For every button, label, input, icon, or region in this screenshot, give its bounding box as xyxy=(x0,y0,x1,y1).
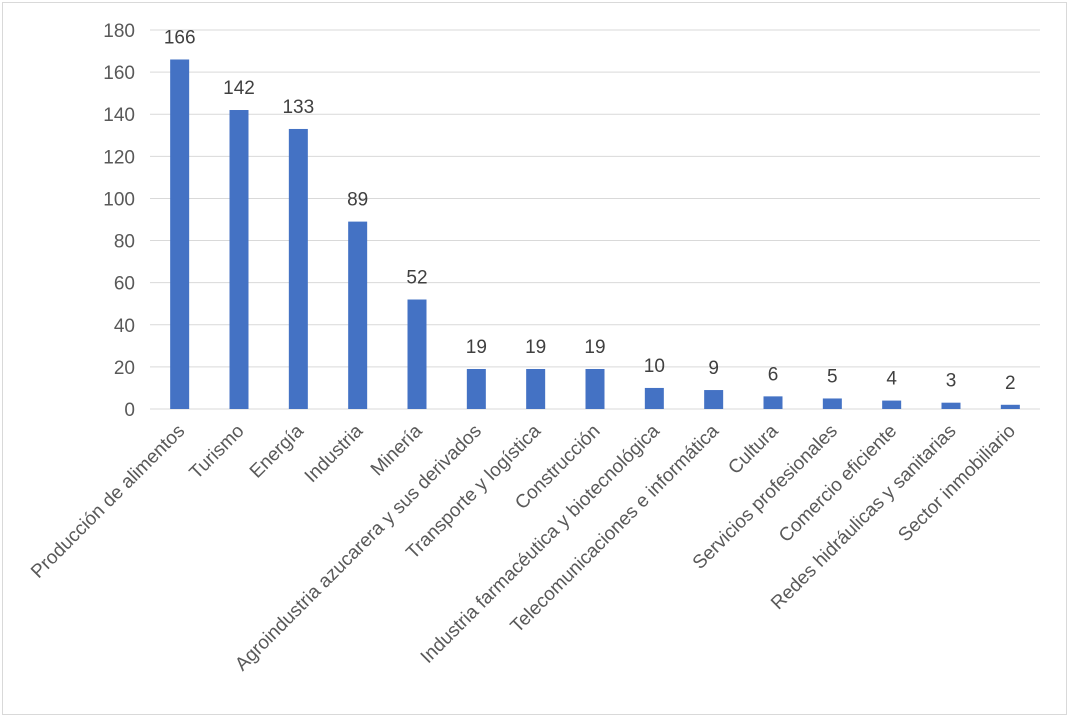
y-tick-label: 80 xyxy=(114,232,135,253)
bar xyxy=(941,402,961,409)
y-tick-label: 100 xyxy=(103,189,135,210)
bar-value-label: 5 xyxy=(827,366,838,387)
y-tick-label: 140 xyxy=(103,105,135,126)
bars xyxy=(170,59,1020,409)
x-category-label: Minería xyxy=(367,420,427,480)
data-labels: 166 142 133 89 52 19 19 19 10 9 6 5 4 3 2 xyxy=(164,27,1016,393)
bar xyxy=(585,368,605,409)
y-tick-label: 0 xyxy=(124,400,135,421)
bar xyxy=(644,387,664,409)
bar xyxy=(288,128,308,409)
y-tick-label: 60 xyxy=(114,274,135,295)
x-category-label: Energía xyxy=(246,420,308,482)
bar xyxy=(407,299,427,409)
x-category-label: Telecomunicaciones e informática xyxy=(507,420,724,637)
bar-value-label: 19 xyxy=(525,337,546,358)
bar-value-label: 2 xyxy=(1005,373,1016,394)
bar xyxy=(229,110,249,409)
y-tick-label: 20 xyxy=(114,358,135,379)
bar-value-label: 133 xyxy=(282,97,314,118)
y-tick-label: 180 xyxy=(103,21,135,42)
x-axis-category-labels: Producción de alimentosTurismoEnergíaInd… xyxy=(27,420,1020,675)
bar xyxy=(763,396,783,409)
x-category-label: Producción de alimentos xyxy=(27,421,189,583)
bar-value-label: 89 xyxy=(347,190,368,211)
bar-value-label: 142 xyxy=(223,78,255,99)
bar-value-label: 19 xyxy=(466,337,487,358)
x-category-label: Industria xyxy=(301,420,368,487)
bar xyxy=(882,400,902,409)
bar-value-label: 52 xyxy=(406,268,427,289)
x-category-label: Turismo xyxy=(186,421,249,484)
bar-value-label: 9 xyxy=(708,358,719,379)
bar xyxy=(526,368,546,409)
bar xyxy=(466,368,486,409)
bar xyxy=(170,59,190,409)
bar xyxy=(704,390,724,409)
y-tick-label: 120 xyxy=(103,147,135,168)
y-tick-label: 40 xyxy=(114,316,135,337)
bar xyxy=(822,398,842,409)
bar-value-label: 4 xyxy=(886,369,897,390)
x-category-label: Cultura xyxy=(724,420,782,478)
bar-value-label: 166 xyxy=(164,27,196,48)
bar-value-label: 19 xyxy=(584,337,605,358)
bar-value-label: 3 xyxy=(946,371,957,392)
y-axis-tick-labels: 0 20 40 60 80 100 120 140 160 180 xyxy=(103,21,135,421)
bar xyxy=(1000,404,1020,409)
x-category-label: Sector inmobiliario xyxy=(895,421,1020,546)
bar xyxy=(348,221,368,409)
bar-value-label: 10 xyxy=(644,356,665,377)
bar-value-label: 6 xyxy=(768,364,779,385)
y-tick-label: 160 xyxy=(103,63,135,84)
